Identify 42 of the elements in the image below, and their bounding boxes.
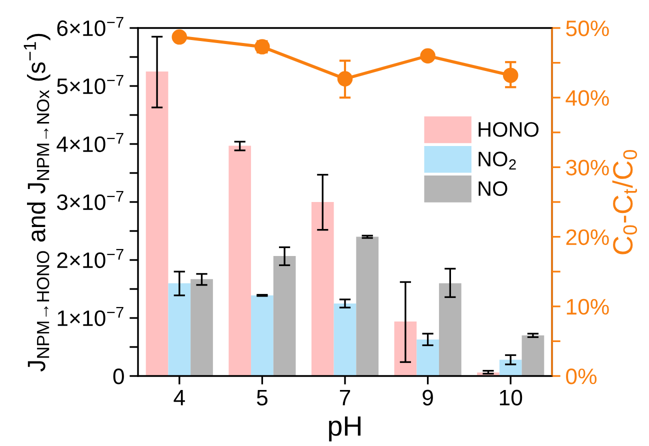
y2-tick-label: 30% bbox=[566, 160, 609, 176]
y2-tick-label: 10% bbox=[566, 298, 609, 315]
x-tick-label: 9 bbox=[422, 390, 433, 406]
point bbox=[172, 29, 188, 45]
x-axis-title: pH bbox=[329, 416, 360, 442]
y-tick-label: 4×10$^{−7}$ bbox=[56, 132, 124, 152]
x-tick-label: 10 bbox=[500, 390, 522, 406]
legend-label: HONO bbox=[478, 122, 539, 137]
bar bbox=[273, 256, 296, 376]
y-tick-label: 0 bbox=[113, 368, 124, 384]
y-axis-title: J$_{NPM→HONO}$ and J$_{NPM→NOx}$ (s$^{−1}$) bbox=[24, 34, 50, 372]
x-tick-label: 4 bbox=[174, 390, 185, 406]
bar bbox=[251, 295, 274, 376]
point bbox=[502, 68, 518, 83]
bar bbox=[190, 279, 213, 376]
y2-tick-label: 0% bbox=[566, 368, 597, 384]
bar bbox=[499, 360, 522, 376]
bar bbox=[334, 304, 356, 376]
point bbox=[420, 48, 436, 64]
bar bbox=[146, 72, 168, 376]
y-tick-label: 2×10$^{−7}$ bbox=[57, 248, 124, 268]
y-tick-label: 3×10$^{−7}$ bbox=[56, 190, 124, 210]
bar bbox=[416, 339, 439, 376]
bar bbox=[168, 283, 191, 376]
x-tick-label: 7 bbox=[340, 390, 350, 406]
point bbox=[337, 71, 353, 86]
legend-label: NO bbox=[478, 181, 508, 196]
y2-tick-label: 50% bbox=[566, 20, 609, 36]
bar bbox=[438, 283, 462, 376]
y-tick-label: 6×10$^{−7}$ bbox=[57, 16, 124, 36]
bar bbox=[356, 236, 379, 376]
y2-axis-title: C$_{0}$-C$_{t}$/C$_{0}$ bbox=[612, 150, 638, 254]
x-tick-label: 5 bbox=[256, 390, 268, 406]
legend-label: NO$_{2}$ bbox=[478, 152, 516, 170]
bar bbox=[311, 202, 334, 376]
y2-tick-label: 20% bbox=[566, 229, 609, 246]
y-tick-label: 1×10$^{−7}$ bbox=[58, 306, 124, 326]
y2-tick-label: 40% bbox=[566, 90, 609, 106]
bar bbox=[522, 335, 544, 376]
y-tick-label: 5×10$^{−7}$ bbox=[57, 74, 124, 94]
bar bbox=[394, 321, 417, 376]
bar bbox=[228, 146, 252, 376]
